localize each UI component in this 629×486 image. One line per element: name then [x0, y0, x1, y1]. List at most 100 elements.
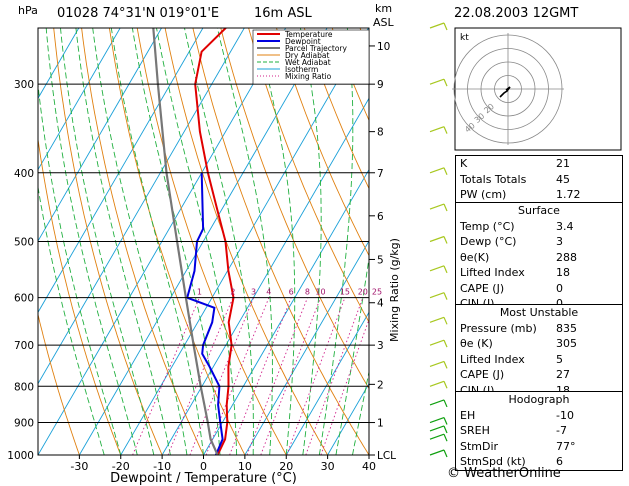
wet-adiabat [156, 28, 238, 455]
wet-adiabat [318, 28, 354, 455]
param-label: Lifted Index [460, 266, 525, 279]
km-tick-label: 5 [377, 254, 384, 266]
wind-barb-flag [443, 126, 448, 134]
legend-box [252, 29, 370, 85]
legend-label: Temperature [284, 30, 333, 39]
x-tick-label: -30 [70, 460, 88, 473]
isotherm [38, 28, 162, 242]
mixing-ratio-label: 1 [197, 288, 202, 297]
station-height: 16m ASL [254, 6, 312, 21]
param-value: 5 [556, 352, 563, 366]
wet-adiabat [299, 28, 322, 455]
param-row: Dewp (°C) 3 [456, 234, 622, 250]
dry-adiabat [108, 28, 246, 455]
param-label: Pressure (mb) [460, 321, 537, 335]
wind-barb-flag [443, 381, 448, 389]
mixing-ratio-label: 6 [289, 288, 294, 297]
wind-barb [429, 339, 445, 346]
hodograph-params-panel: Hodograph EH -10 SREH -7 StmDir 77° StmSpd (kt… [455, 391, 623, 471]
param-label: PW (cm) [460, 188, 507, 201]
wind-barb-flag [443, 203, 448, 212]
mixing-ratio-line [246, 297, 308, 455]
legend-label: Dry Adiabat [285, 51, 329, 60]
param-label: Dewp (°C) [460, 235, 517, 248]
wind-barb [429, 399, 445, 406]
wet-adiabat [184, 28, 254, 455]
x-tick-label: 0 [200, 460, 207, 473]
wind-barb [429, 22, 445, 29]
km-tick-label: 3 [377, 340, 384, 352]
wind-barb [429, 292, 445, 299]
km-tick-label: 1 [377, 418, 384, 430]
pressure-tick-label: 1000 [7, 450, 34, 462]
x-tick-label: 30 [321, 460, 335, 473]
param-row: CAPE (J) 0 [456, 281, 622, 297]
param-value: 288 [556, 250, 577, 264]
pressure-tick-label: 400 [14, 168, 34, 180]
wind-barb-flag [443, 236, 448, 244]
param-label: StmSpd (kt) [460, 455, 526, 468]
mixing-ratio-label: 20 [358, 288, 368, 297]
wind-barb [429, 316, 445, 323]
legend-label: Wet Adiabat [285, 58, 331, 67]
param-label: StmDir [460, 439, 499, 453]
wet-adiabat [131, 28, 221, 455]
param-value: -7 [556, 424, 567, 437]
param-value: 3 [556, 235, 563, 248]
profile-temperature [194, 28, 235, 455]
param-label: Lifted Index [460, 352, 525, 366]
km-tick-label: 4 [377, 298, 384, 310]
hodograph-trace [499, 86, 511, 98]
param-label: CAPE (J) [460, 368, 505, 381]
wind-barb [429, 235, 445, 243]
param-value: 835 [556, 321, 577, 335]
dry-adiabat [220, 28, 369, 390]
asl-unit: ASL [373, 16, 394, 29]
hpa-unit: hPa [18, 4, 38, 17]
km-unit: km [375, 2, 393, 15]
param-row: StmDir 77° [456, 439, 622, 455]
dry-adiabat [248, 28, 369, 324]
km-tick-label: 7 [377, 168, 384, 180]
param-label: Totals Totals [460, 172, 527, 186]
x-tick-label: -20 [112, 460, 130, 473]
param-value: 77° [556, 439, 576, 453]
wind-barb [429, 203, 445, 210]
dry-adiabat [38, 312, 80, 455]
mixing-ratio-label: 3 [251, 288, 256, 297]
wet-adiabat [45, 28, 138, 455]
dry-adiabat [164, 28, 328, 455]
wind-barb [429, 449, 445, 456]
km-tick-label: 10 [377, 41, 390, 53]
param-row: Totals Totals 45 [456, 172, 622, 188]
legend-label: Mixing Ratio [285, 72, 332, 81]
km-tick-label: 6 [377, 211, 384, 223]
dry-adiabat [303, 28, 369, 190]
param-value: 21 [556, 157, 570, 170]
km-tick-label: 8 [377, 127, 384, 139]
param-row: Pressure (mb) 835 [456, 321, 622, 337]
x-tick-label: 40 [362, 460, 376, 473]
x-axis-label: Dewpoint / Temperature (°C) [110, 471, 297, 486]
wind-barb [429, 416, 445, 424]
param-row: PW (cm) 1.72 [456, 187, 622, 203]
wind-barb-flag [443, 425, 448, 434]
x-tick-label: 10 [238, 460, 252, 473]
wind-barb-flag [443, 22, 448, 31]
most-unstable-title: Most Unstable [499, 306, 579, 319]
param-row: Lifted Index 5 [456, 352, 622, 368]
pressure-tick-label: 600 [14, 293, 34, 305]
mixing-ratio-line [260, 297, 321, 455]
wind-barb-flag [443, 433, 448, 442]
pressure-tick-label: 800 [14, 381, 34, 393]
param-value: 3.4 [556, 219, 574, 233]
pressure-tick-label: 900 [14, 418, 34, 430]
isotherm [38, 28, 121, 171]
hodograph-params-title: Hodograph [508, 393, 570, 406]
mixing-ratio-line [229, 297, 292, 455]
wind-barb-flag [443, 265, 448, 274]
param-label: SREH [460, 424, 490, 437]
mixing-ratio-label: 25 [372, 288, 382, 297]
mixing-ratio-label: 4 [266, 288, 271, 297]
